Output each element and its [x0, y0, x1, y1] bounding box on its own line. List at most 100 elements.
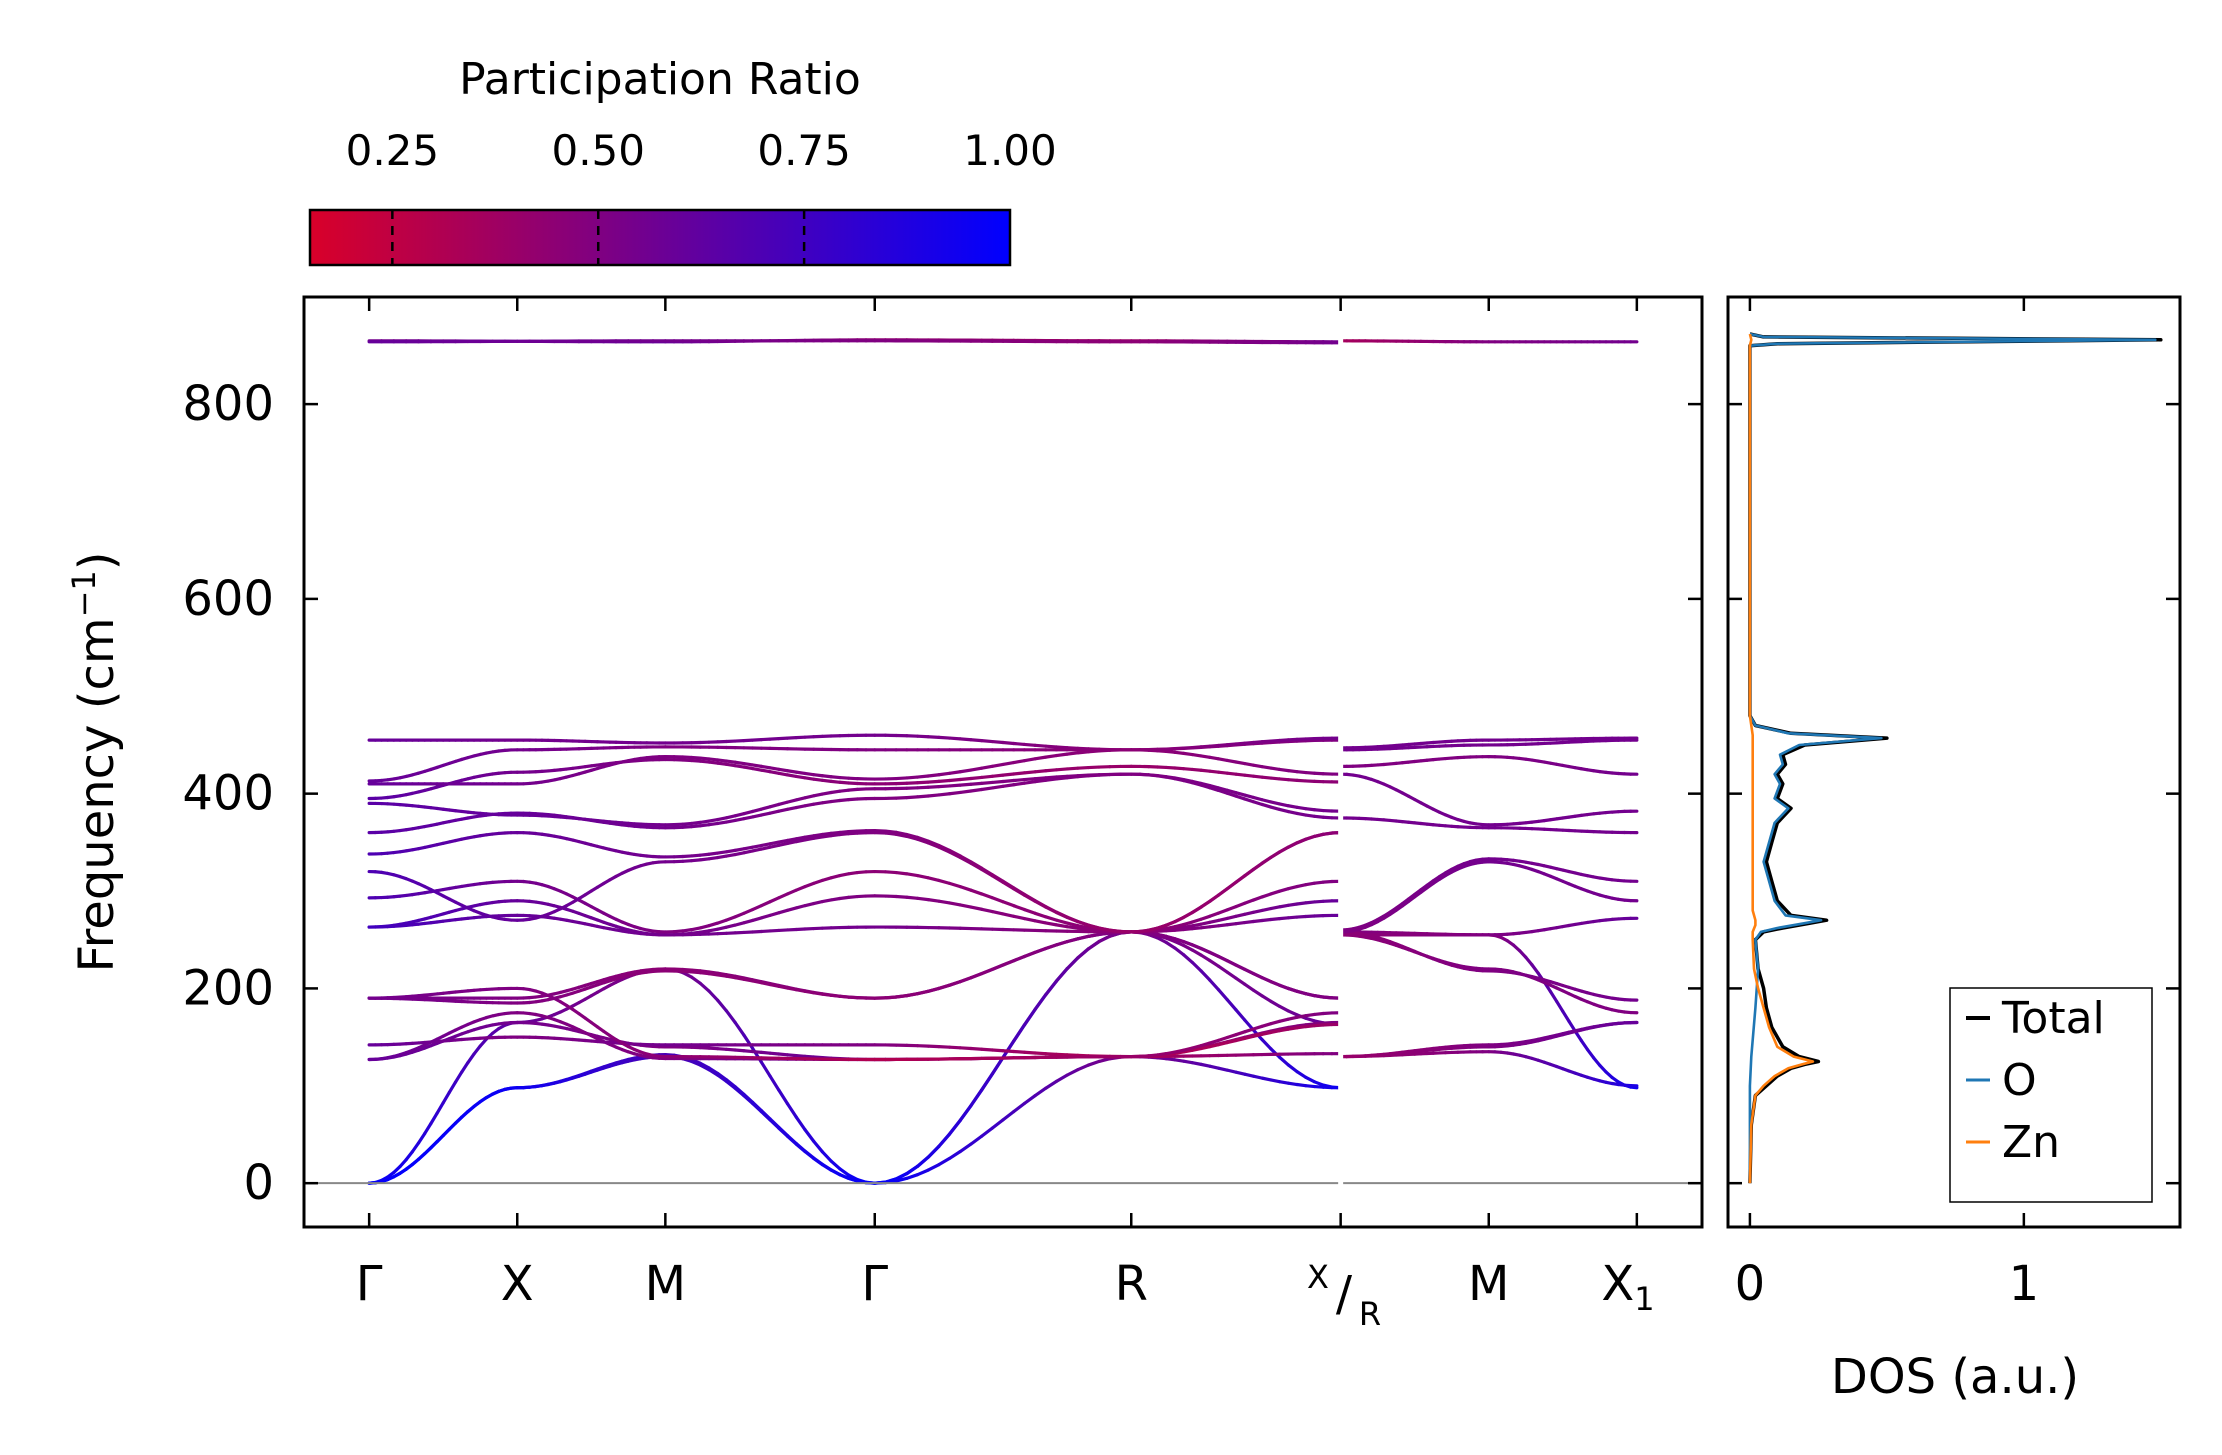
band-mark [1243, 982, 1256, 992]
colorbar-tick-label: 0.75 [757, 126, 851, 175]
legend-label: Total [2001, 993, 2105, 1044]
band-mark [1012, 954, 1026, 963]
band-mark [1065, 921, 1080, 928]
band-mark [1054, 910, 1069, 919]
band-mark [905, 895, 920, 900]
band-mark [905, 1164, 920, 1176]
band-mark [1001, 740, 1016, 746]
band-mark [1033, 946, 1048, 954]
band-mark [1001, 772, 1016, 777]
band-mark [768, 1117, 781, 1129]
band-mark [905, 992, 920, 998]
band-mark [1208, 950, 1221, 959]
band-axes-frame [302, 295, 1704, 1229]
y-tick-label: 200 [182, 960, 274, 1016]
band-mark [1054, 923, 1069, 929]
band-mark [1076, 947, 1091, 960]
band-mark [1012, 914, 1026, 921]
band-mark [883, 995, 898, 1000]
band-branch [367, 738, 1343, 783]
band-mark [1022, 780, 1037, 785]
band-mark [1022, 742, 1037, 747]
band-mark [990, 896, 1005, 904]
band-mark [905, 795, 920, 800]
band-mark [1269, 850, 1282, 860]
band-mark [1076, 919, 1091, 927]
band-mark [980, 780, 994, 785]
x-tick-label: M [645, 1256, 686, 1312]
break-label-bottom: R [1359, 1295, 1381, 1333]
band-mark [990, 873, 1005, 883]
band-mark [1065, 956, 1080, 971]
band-mark [947, 1045, 962, 1050]
band-mark [453, 1070, 464, 1084]
dos-y-ticks [1728, 402, 2180, 1185]
band-mark [1561, 1009, 1571, 1023]
band-mark [926, 898, 941, 903]
dos-series-zn [1748, 333, 1815, 1184]
band-mark [1530, 963, 1540, 975]
band-mark [1065, 1053, 1080, 1057]
band-mark [990, 762, 1005, 768]
band-mark [958, 737, 973, 742]
band-mark [947, 1118, 962, 1136]
band-mark [1044, 753, 1059, 759]
band-mark [1012, 886, 1026, 896]
x1-label-sub: 1 [1634, 1280, 1654, 1318]
band-branch [1339, 916, 1639, 937]
band-mark [1012, 1101, 1026, 1114]
y-axis-label-text: Frequency (cm [69, 617, 125, 972]
band-branch [367, 733, 1343, 752]
band-branch [1339, 933, 1639, 1015]
band-mark [716, 998, 729, 1013]
band-mark [1054, 918, 1069, 925]
band-mark [947, 979, 962, 987]
band-mark [980, 892, 994, 900]
band-mark [1181, 943, 1194, 952]
band-branch [367, 339, 1343, 345]
band-mark [894, 795, 909, 800]
band-mark [926, 793, 941, 798]
band-mark [829, 1159, 842, 1171]
band-mark [1277, 1004, 1290, 1013]
band-mark [905, 872, 920, 878]
band-mark [947, 1149, 962, 1161]
band-mark [1065, 746, 1080, 750]
break-label: X / R [1307, 1258, 1381, 1333]
legend-frame [1949, 987, 2153, 1203]
band-mark [1022, 1050, 1037, 1055]
band-mark [1044, 905, 1059, 914]
band-mark [937, 792, 952, 797]
band-mark [1086, 932, 1101, 938]
band-mark [883, 829, 898, 834]
band-mark [750, 1100, 763, 1113]
band-mark [1022, 1007, 1037, 1027]
band-mark [915, 989, 930, 996]
x1-label-x: X1 [1601, 1256, 1654, 1318]
band-mark [1524, 955, 1534, 967]
dos-x-axis-label: DOS (a.u.) [1831, 1349, 2079, 1405]
band-mark [777, 1088, 790, 1106]
band-mark [958, 789, 973, 795]
band-mark [990, 784, 1005, 790]
band-mark [1054, 940, 1069, 947]
band-mark [1044, 979, 1059, 997]
band-mark [926, 773, 941, 778]
band-mark [915, 1168, 930, 1177]
band-mark [1065, 774, 1080, 778]
band-mark [1190, 905, 1203, 915]
band-mark [969, 781, 984, 786]
band-mark [980, 1072, 994, 1092]
band-branch [367, 1022, 1343, 1059]
band-mark [1208, 978, 1221, 992]
band-mark [958, 776, 973, 782]
band-mark [990, 1118, 1005, 1130]
band-mark [926, 1163, 941, 1172]
band-mark [1044, 1079, 1059, 1090]
band-mark [1260, 855, 1273, 865]
band-mark [915, 794, 930, 799]
band-mark [1086, 923, 1101, 930]
band-mark [926, 1144, 941, 1159]
band-mark [1173, 915, 1186, 924]
